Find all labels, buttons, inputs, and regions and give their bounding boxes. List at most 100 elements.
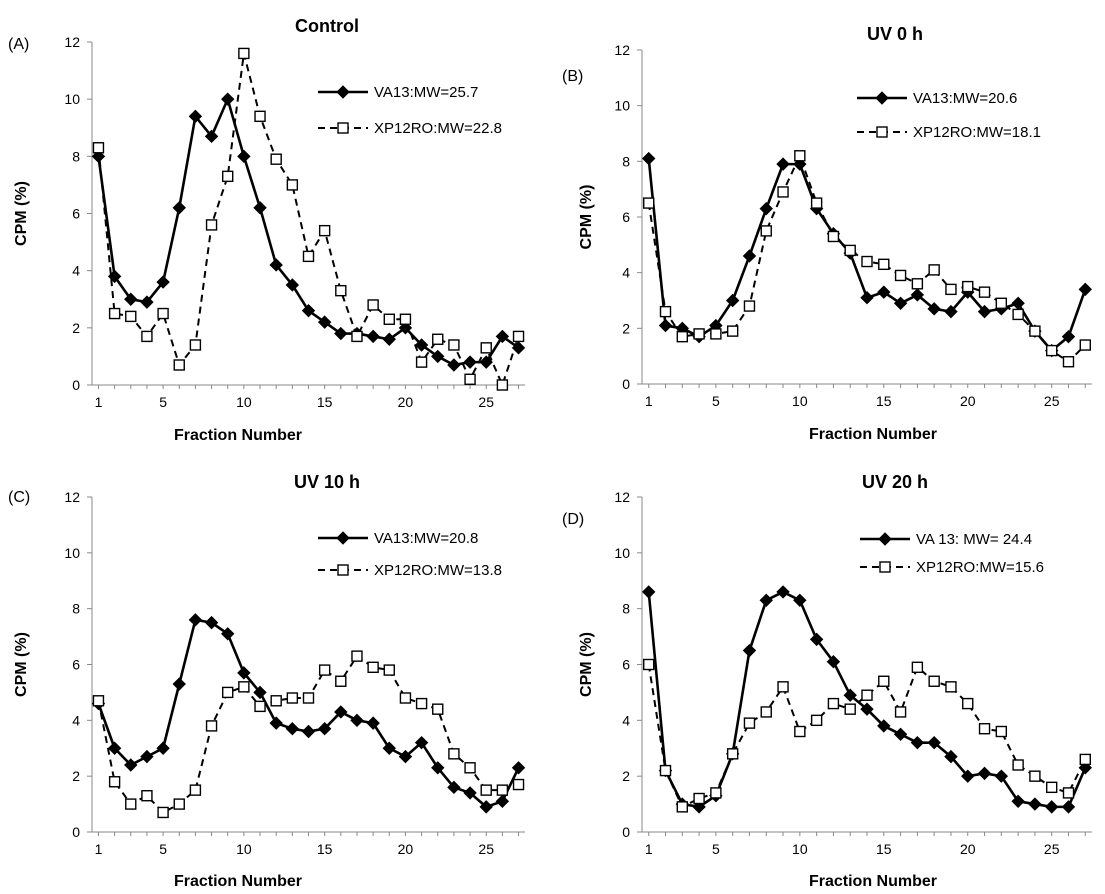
data-point-va13 — [285, 278, 300, 292]
y-tick-label: 10 — [64, 91, 80, 107]
data-point-xp12ro — [760, 225, 772, 237]
legend-label: XP12RO:MW=15.6 — [916, 559, 1044, 576]
data-point-xp12ro — [512, 330, 525, 343]
x-tick-label: 15 — [317, 841, 333, 857]
data-point-va13 — [366, 329, 380, 344]
data-point-va13 — [927, 302, 941, 316]
x-tick-label: 10 — [236, 394, 252, 410]
data-point-va13 — [414, 338, 429, 352]
data-point-va13 — [893, 727, 908, 741]
data-point-xp12ro — [157, 806, 169, 819]
data-point-va13 — [843, 688, 857, 702]
y-tick-label: 2 — [622, 320, 630, 336]
y-tick-label: 0 — [72, 377, 80, 393]
data-point-va13 — [809, 632, 824, 647]
data-point-xp12ro — [432, 703, 444, 715]
data-point-xp12ro — [911, 661, 924, 673]
data-point-va13 — [776, 585, 790, 599]
data-point-xp12ro — [141, 330, 153, 343]
data-point-xp12ro — [173, 798, 185, 810]
y-tick-label: 0 — [72, 824, 80, 840]
data-point-xp12ro — [367, 299, 379, 311]
data-point-xp12ro — [995, 297, 1008, 309]
data-point-va13 — [893, 296, 908, 310]
data-point-va13 — [826, 655, 841, 669]
data-point-va13 — [759, 593, 773, 607]
data-point-xp12ro — [335, 675, 347, 687]
data-point-va13 — [431, 349, 445, 364]
data-point-xp12ro — [894, 706, 907, 718]
series-line-xp12ro — [647, 664, 1087, 808]
panel-label: (D) — [562, 511, 584, 528]
data-point-va13 — [877, 719, 891, 733]
data-point-va13 — [642, 151, 656, 166]
data-point-xp12ro — [1012, 308, 1024, 321]
data-point-va13 — [944, 749, 958, 764]
data-point-va13 — [977, 304, 992, 319]
panel-label: (C) — [8, 489, 30, 506]
x-tick-label: 15 — [317, 394, 333, 410]
data-point-va13 — [237, 666, 251, 680]
data-point-xp12ro — [448, 748, 460, 760]
x-tick-label: 10 — [792, 393, 808, 409]
x-tick-label: 5 — [712, 841, 720, 857]
x-tick-label: 1 — [95, 841, 103, 857]
data-point-va13 — [860, 702, 874, 716]
data-point-xp12ro — [480, 342, 492, 354]
y-tick-label: 6 — [622, 657, 630, 673]
data-point-va13 — [511, 761, 526, 775]
data-point-va13 — [742, 643, 757, 658]
data-point-xp12ro — [270, 153, 282, 165]
data-point-xp12ro — [125, 798, 137, 810]
data-point-va13 — [301, 724, 316, 739]
data-point-va13 — [107, 741, 122, 755]
data-point-xp12ro — [962, 280, 974, 293]
data-point-va13 — [927, 735, 941, 750]
y-tick-label: 12 — [614, 42, 630, 58]
y-tick-label: 6 — [622, 209, 630, 225]
data-point-xp12ro — [1046, 781, 1058, 794]
data-point-xp12ro — [399, 313, 412, 325]
data-point-xp12ro — [726, 325, 739, 337]
data-point-xp12ro — [189, 339, 202, 351]
y-tick-label: 4 — [72, 263, 80, 279]
y-tick-label: 4 — [72, 712, 80, 728]
data-point-xp12ro — [254, 110, 266, 123]
legend-marker-diamond — [878, 532, 892, 546]
data-point-xp12ro — [844, 703, 856, 715]
data-point-xp12ro — [743, 717, 756, 729]
data-point-va13 — [759, 201, 773, 216]
data-point-xp12ro — [125, 310, 137, 323]
data-point-va13 — [237, 149, 251, 164]
data-point-xp12ro — [794, 150, 806, 162]
data-point-va13 — [188, 109, 203, 124]
data-point-xp12ro — [995, 725, 1008, 738]
x-tick-label: 25 — [478, 394, 494, 410]
y-tick-label: 6 — [72, 206, 80, 222]
data-point-va13 — [124, 758, 138, 772]
x-tick-label: 20 — [960, 841, 976, 857]
data-point-xp12ro — [978, 723, 991, 735]
data-point-xp12ro — [1062, 787, 1075, 799]
data-point-xp12ro — [496, 784, 509, 796]
data-point-xp12ro — [710, 328, 722, 340]
data-point-va13 — [382, 332, 396, 346]
data-point-xp12ro — [643, 197, 655, 209]
data-point-xp12ro — [157, 307, 169, 320]
legend-label: VA13:MW=25.7 — [374, 84, 478, 101]
data-point-va13 — [124, 292, 138, 306]
chart-title: Control — [295, 16, 359, 36]
data-point-va13 — [1028, 797, 1042, 811]
data-point-va13 — [447, 358, 461, 372]
data-point-va13 — [1011, 794, 1025, 808]
data-point-xp12ro — [1079, 339, 1091, 351]
data-point-va13 — [156, 275, 170, 289]
data-point-xp12ro — [962, 697, 974, 710]
legend-marker-square — [879, 561, 891, 573]
data-point-va13 — [961, 769, 975, 783]
data-point-va13 — [977, 766, 992, 781]
x-tick-label: 5 — [159, 394, 167, 410]
data-point-va13 — [414, 735, 429, 750]
